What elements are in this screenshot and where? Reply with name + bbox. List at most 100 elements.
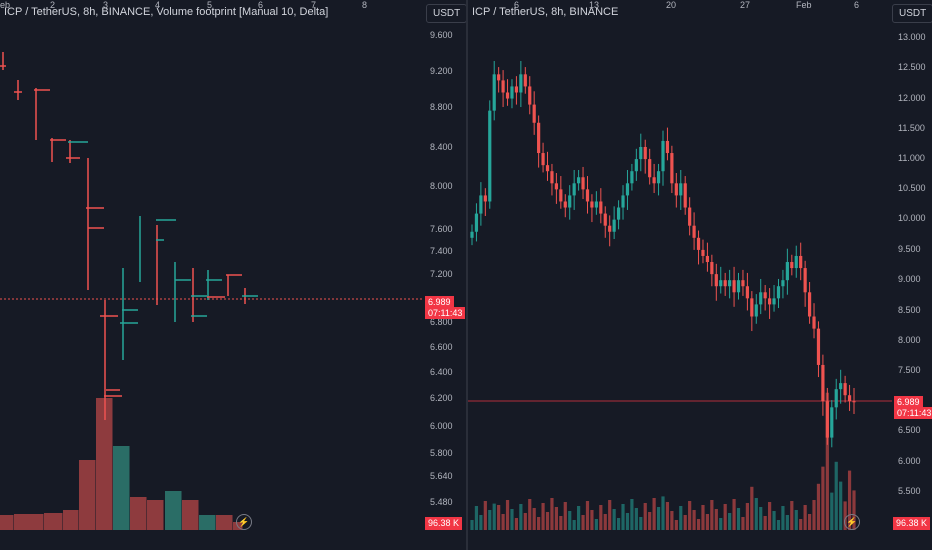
volume-profile-bar xyxy=(63,510,79,530)
price-tick-label: 6.500 xyxy=(898,425,921,435)
candle-body xyxy=(754,304,758,317)
footprint-chart-canvas[interactable] xyxy=(0,0,466,550)
candle-body xyxy=(519,74,523,93)
price-tick-label: 9.000 xyxy=(898,274,921,284)
volume-bar xyxy=(652,498,656,530)
volume-bar xyxy=(705,514,710,530)
price-tick-label: 12.500 xyxy=(898,62,926,72)
volume-bar xyxy=(497,505,501,530)
pane-divider[interactable] xyxy=(466,0,468,550)
candle-body xyxy=(599,201,603,214)
candle-body xyxy=(776,286,781,299)
symbol-title[interactable]: ICP / TetherUS, 8h, BINANCE, Volume foot… xyxy=(4,6,329,18)
volume-bar xyxy=(679,506,683,530)
countdown-tag: 07:11:43 xyxy=(425,307,466,319)
volume-bar xyxy=(785,515,789,530)
candle-body xyxy=(577,177,581,184)
volume-bar xyxy=(541,503,545,530)
candle-body xyxy=(714,274,718,287)
lightning-icon[interactable]: ⚡ xyxy=(236,514,252,530)
candle-body xyxy=(834,389,838,408)
volume-bar xyxy=(621,504,625,530)
candle-body xyxy=(670,153,674,184)
volume-bar xyxy=(519,504,523,530)
volume-bar xyxy=(696,519,701,530)
volume-bar xyxy=(794,510,798,530)
volume-bar xyxy=(670,511,674,530)
volume-bar xyxy=(483,501,487,530)
price-tick-label: 10.000 xyxy=(898,213,926,223)
candle-body xyxy=(816,328,821,365)
candle-body xyxy=(625,183,630,196)
currency-button[interactable]: USDT xyxy=(892,4,932,23)
time-tick-label: 7 xyxy=(311,0,317,10)
time-tick-label: 6 xyxy=(854,0,860,10)
candle-body xyxy=(750,298,754,317)
price-tick-label: 8.000 xyxy=(430,181,453,191)
time-tick-label: Feb xyxy=(796,0,812,10)
volume-bar xyxy=(834,461,838,530)
currency-button[interactable]: USDT xyxy=(426,4,466,23)
candle-body xyxy=(683,183,687,208)
volume-bar xyxy=(581,515,585,530)
volume-profile-bar xyxy=(147,500,164,530)
price-tick-label: 13.000 xyxy=(898,32,926,42)
last-price-tag: 6.989 xyxy=(425,296,454,308)
candle-body xyxy=(563,201,567,208)
volume-bar xyxy=(599,505,603,530)
volume-bar xyxy=(772,511,776,530)
volume-bar xyxy=(719,518,723,530)
volume-bar xyxy=(656,507,661,530)
candle-body xyxy=(821,364,825,402)
volume-bar xyxy=(545,512,550,530)
volume-profile-bar xyxy=(96,398,113,530)
symbol-title[interactable]: ICP / TetherUS, 8h, BINANCE xyxy=(472,6,619,18)
time-tick-label: 13 xyxy=(589,0,600,10)
volume-bar xyxy=(710,500,714,530)
volume-bar xyxy=(852,490,856,530)
volume-bar xyxy=(839,481,843,530)
time-tick-label: 27 xyxy=(740,0,751,10)
volume-bar xyxy=(701,505,705,530)
chart-pane-candles[interactable]: ICP / TetherUS, 8h, BINANCE USDT 13.000 1… xyxy=(468,0,932,550)
candle-body xyxy=(470,231,474,238)
candle-body xyxy=(679,183,683,196)
volume-bar xyxy=(714,509,718,530)
volume-bar xyxy=(825,392,829,530)
volume-bar xyxy=(745,503,749,530)
candle-body xyxy=(594,201,598,208)
candle-body xyxy=(479,195,483,214)
last-price-tag: 6.989 xyxy=(894,396,923,408)
candlestick-chart-canvas[interactable] xyxy=(468,0,932,550)
candle-body xyxy=(630,171,634,184)
volume-bar xyxy=(674,520,678,530)
volume-bar xyxy=(781,506,785,530)
price-tick-label: 6.600 xyxy=(430,342,453,352)
candle-body xyxy=(843,383,847,396)
price-tick-label: 5.640 xyxy=(430,471,453,481)
candle-body xyxy=(568,195,572,208)
chart-pane-footprint[interactable]: ICP / TetherUS, 8h, BINANCE, Volume foot… xyxy=(0,0,466,550)
volume-bar xyxy=(608,500,612,530)
price-tick-label: 5.480 xyxy=(430,497,453,507)
volume-bar xyxy=(603,514,607,530)
candle-body xyxy=(523,74,527,87)
volume-bar xyxy=(665,502,670,530)
volume-bar xyxy=(554,507,558,530)
candle-body xyxy=(505,92,510,99)
candle-body xyxy=(759,292,763,305)
candle-body xyxy=(510,86,514,99)
price-tick-label: 7.400 xyxy=(430,246,453,256)
price-tick-label: 11.500 xyxy=(898,123,925,133)
candle-body xyxy=(772,298,776,305)
price-tick-label: 7.500 xyxy=(898,365,921,375)
time-tick-label: eb xyxy=(0,0,11,10)
volume-profile-bar xyxy=(79,460,96,530)
lightning-icon[interactable]: ⚡ xyxy=(844,514,860,530)
candle-body xyxy=(847,395,852,402)
candle-body xyxy=(812,316,816,329)
volume-bar xyxy=(799,519,803,530)
volume-profile-bar xyxy=(165,491,182,530)
volume-bar xyxy=(572,520,576,530)
volume-bar xyxy=(821,466,825,530)
